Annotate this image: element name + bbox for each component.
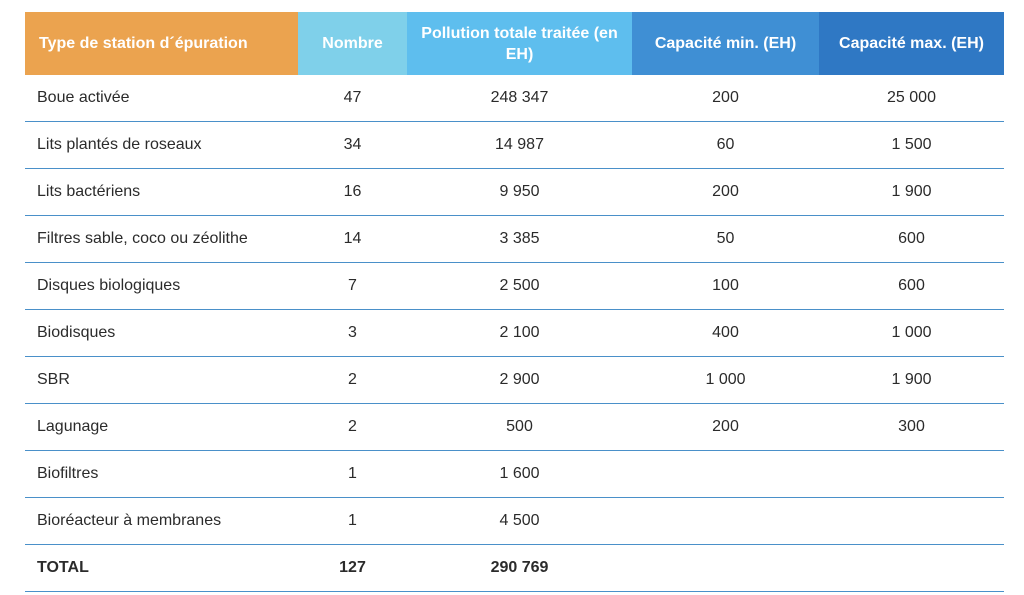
header-capacite-max: Capacité max. (EH) bbox=[819, 12, 1004, 75]
header-capacite-min: Capacité min. (EH) bbox=[632, 12, 819, 75]
table-row: Lagunage 2 500 200 300 bbox=[25, 403, 1004, 451]
table-row: Lits plantés de roseaux 34 14 987 60 1 5… bbox=[25, 121, 1004, 169]
total-label: TOTAL bbox=[25, 544, 298, 592]
cell-capacite-min: 50 bbox=[632, 215, 819, 263]
cell-type: Disques biologiques bbox=[25, 262, 298, 310]
table-body: Boue activée 47 248 347 200 25 000 Lits … bbox=[25, 75, 1004, 592]
cell-type: Lagunage bbox=[25, 403, 298, 451]
cell-pollution: 4 500 bbox=[407, 497, 632, 545]
cell-nombre: 34 bbox=[298, 121, 407, 169]
cell-type: Lits bactériens bbox=[25, 168, 298, 216]
header-type: Type de station d´épuration bbox=[25, 12, 298, 75]
cell-type: Bioréacteur à membranes bbox=[25, 497, 298, 545]
cell-pollution: 248 347 bbox=[407, 75, 632, 122]
cell-capacite-max: 1 000 bbox=[819, 309, 1004, 357]
cell-capacite-max: 1 500 bbox=[819, 121, 1004, 169]
cell-pollution: 2 100 bbox=[407, 309, 632, 357]
cell-type: Lits plantés de roseaux bbox=[25, 121, 298, 169]
cell-nombre: 2 bbox=[298, 356, 407, 404]
cell-capacite-max: 25 000 bbox=[819, 75, 1004, 122]
cell-nombre: 7 bbox=[298, 262, 407, 310]
cell-nombre: 47 bbox=[298, 75, 407, 122]
cell-type: Biofiltres bbox=[25, 450, 298, 498]
cell-pollution: 2 900 bbox=[407, 356, 632, 404]
data-table-container: Type de station d´épuration Nombre Pollu… bbox=[25, 12, 1004, 592]
total-row: TOTAL 127 290 769 bbox=[25, 544, 1004, 592]
cell-nombre: 1 bbox=[298, 450, 407, 498]
table-row: Bioréacteur à membranes 1 4 500 bbox=[25, 497, 1004, 545]
cell-capacite-min: 200 bbox=[632, 168, 819, 216]
table-row: SBR 2 2 900 1 000 1 900 bbox=[25, 356, 1004, 404]
table-row: Boue activée 47 248 347 200 25 000 bbox=[25, 75, 1004, 122]
cell-type: Filtres sable, coco ou zéolithe bbox=[25, 215, 298, 263]
total-pollution: 290 769 bbox=[407, 544, 632, 592]
total-nombre: 127 bbox=[298, 544, 407, 592]
cell-pollution: 1 600 bbox=[407, 450, 632, 498]
cell-nombre: 2 bbox=[298, 403, 407, 451]
cell-capacite-max: 600 bbox=[819, 262, 1004, 310]
cell-capacite-max: 1 900 bbox=[819, 356, 1004, 404]
cell-capacite-max bbox=[819, 450, 1004, 498]
cell-capacite-min: 400 bbox=[632, 309, 819, 357]
cell-nombre: 16 bbox=[298, 168, 407, 216]
cell-capacite-min bbox=[632, 497, 819, 545]
cell-nombre: 14 bbox=[298, 215, 407, 263]
cell-capacite-max: 600 bbox=[819, 215, 1004, 263]
cell-capacite-min: 1 000 bbox=[632, 356, 819, 404]
table-row: Biodisques 3 2 100 400 1 000 bbox=[25, 309, 1004, 357]
table-row: Lits bactériens 16 9 950 200 1 900 bbox=[25, 168, 1004, 216]
table-row: Filtres sable, coco ou zéolithe 14 3 385… bbox=[25, 215, 1004, 263]
total-capacite-min bbox=[632, 544, 819, 592]
cell-type: SBR bbox=[25, 356, 298, 404]
cell-pollution: 2 500 bbox=[407, 262, 632, 310]
cell-capacite-min: 200 bbox=[632, 403, 819, 451]
cell-pollution: 500 bbox=[407, 403, 632, 451]
cell-nombre: 1 bbox=[298, 497, 407, 545]
station-table: Type de station d´épuration Nombre Pollu… bbox=[25, 12, 1004, 592]
cell-capacite-max: 1 900 bbox=[819, 168, 1004, 216]
cell-type: Biodisques bbox=[25, 309, 298, 357]
header-row: Type de station d´épuration Nombre Pollu… bbox=[25, 12, 1004, 75]
table-row: Biofiltres 1 1 600 bbox=[25, 450, 1004, 498]
cell-pollution: 3 385 bbox=[407, 215, 632, 263]
header-nombre: Nombre bbox=[298, 12, 407, 75]
cell-capacite-max: 300 bbox=[819, 403, 1004, 451]
table-row: Disques biologiques 7 2 500 100 600 bbox=[25, 262, 1004, 310]
cell-capacite-max bbox=[819, 497, 1004, 545]
total-capacite-max bbox=[819, 544, 1004, 592]
cell-capacite-min: 60 bbox=[632, 121, 819, 169]
cell-type: Boue activée bbox=[25, 75, 298, 122]
cell-capacite-min bbox=[632, 450, 819, 498]
cell-capacite-min: 100 bbox=[632, 262, 819, 310]
header-pollution: Pollution totale traitée (en EH) bbox=[407, 12, 632, 75]
cell-pollution: 9 950 bbox=[407, 168, 632, 216]
cell-pollution: 14 987 bbox=[407, 121, 632, 169]
cell-capacite-min: 200 bbox=[632, 75, 819, 122]
cell-nombre: 3 bbox=[298, 309, 407, 357]
